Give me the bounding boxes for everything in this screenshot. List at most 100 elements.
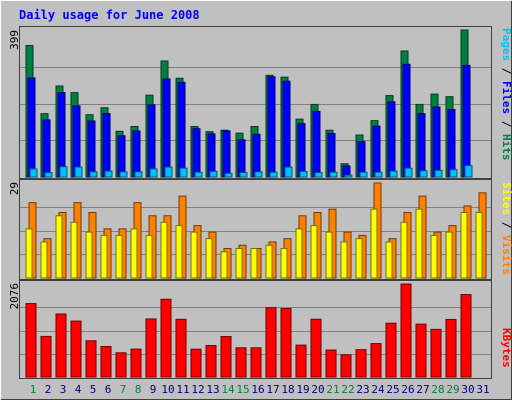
bar-pages-day-30 [464, 165, 473, 178]
max-label-visits: 29 [8, 182, 21, 195]
bar-sites-day-24 [370, 208, 378, 279]
bar-files-day-14 [222, 130, 231, 178]
bar-files-day-26 [402, 63, 411, 178]
bar-kbytes-day-20 [310, 318, 322, 378]
day-label-19: 19 [296, 383, 309, 396]
bar-kbytes-day-22 [340, 354, 352, 378]
bar-kbytes-day-21 [325, 349, 337, 378]
bar-kbytes-day-13 [205, 345, 217, 378]
bar-pages-day-24 [374, 171, 383, 178]
bar-pages-day-16 [254, 171, 263, 178]
bar-files-day-6 [102, 113, 111, 178]
bar-files-day-25 [387, 101, 396, 178]
bar-files-day-16 [252, 133, 261, 178]
bar-pages-day-10 [164, 166, 173, 178]
legend-pages-files-hits: Pages / Files / Hits [500, 28, 512, 161]
bar-sites-day-26 [400, 221, 408, 279]
legend-part-sites: Sites [500, 182, 512, 215]
hits-files-pages-bars [25, 29, 473, 178]
bar-pages-day-7 [119, 171, 128, 178]
bar-kbytes-day-18 [280, 308, 292, 378]
bar-pages-day-28 [434, 169, 443, 178]
bar-pages-day-6 [104, 170, 113, 178]
bar-pages-day-5 [89, 171, 98, 178]
bar-files-day-3 [57, 92, 66, 178]
bar-sites-day-21 [325, 231, 333, 279]
bar-kbytes-day-6 [100, 345, 112, 378]
bar-pages-day-11 [179, 167, 188, 178]
day-label-30: 30 [461, 383, 474, 396]
bar-sites-day-16 [250, 248, 258, 279]
day-label-14: 14 [221, 383, 235, 396]
bar-pages-day-8 [134, 171, 143, 178]
legend-part-sep: / [500, 114, 512, 134]
bar-kbytes-day-27 [415, 323, 427, 378]
day-label-9: 9 [150, 383, 157, 396]
bar-kbytes-day-17 [265, 307, 277, 378]
day-label-15: 15 [236, 383, 249, 396]
bar-sites-day-6 [100, 234, 108, 279]
bar-kbytes-day-9 [145, 318, 157, 378]
bar-sites-day-1 [25, 228, 33, 279]
bar-kbytes-day-28 [430, 328, 442, 378]
bar-kbytes-day-14 [220, 336, 232, 378]
bar-files-day-24 [372, 125, 381, 178]
bar-sites-day-31 [475, 211, 483, 279]
bar-files-day-29 [447, 109, 456, 178]
bar-pages-day-13 [209, 170, 218, 178]
bar-files-day-27 [417, 113, 426, 178]
bar-kbytes-day-15 [235, 347, 247, 378]
bar-pages-day-1 [29, 168, 38, 178]
day-label-8: 8 [135, 383, 142, 396]
visits-sites-bars [25, 182, 487, 279]
day-label-21: 21 [326, 383, 339, 396]
bar-pages-day-23 [359, 171, 368, 178]
bar-pages-day-22 [344, 174, 353, 178]
legend-part-sep: / [500, 215, 512, 235]
bar-files-day-7 [117, 135, 126, 178]
bar-sites-day-17 [265, 244, 273, 279]
bar-kbytes-day-4 [70, 320, 82, 378]
bar-files-day-11 [177, 81, 186, 178]
bar-pages-day-2 [44, 172, 53, 178]
bar-sites-day-5 [85, 231, 93, 279]
bar-files-day-1 [27, 77, 36, 178]
day-label-6: 6 [105, 383, 112, 396]
bar-pages-day-21 [329, 171, 338, 178]
bar-sites-day-14 [220, 251, 228, 279]
bar-pages-day-14 [224, 172, 233, 178]
bar-pages-day-9 [149, 168, 158, 178]
bar-kbytes-day-24 [370, 343, 382, 378]
day-label-17: 17 [266, 383, 279, 396]
legend-part-sep: / [500, 61, 512, 81]
legend-sites-visits: Sites / Visits [500, 182, 512, 275]
day-label-11: 11 [176, 383, 189, 396]
bar-sites-day-19 [295, 228, 303, 279]
chart-title: Daily usage for June 2008 [19, 8, 200, 22]
bar-kbytes-day-11 [175, 318, 187, 378]
bar-sites-day-2 [40, 241, 48, 279]
bar-kbytes-day-12 [190, 348, 202, 378]
bar-files-day-4 [72, 105, 81, 178]
bar-kbytes-day-10 [160, 298, 172, 378]
bar-pages-day-26 [404, 167, 413, 178]
legend-kbytes: KBytes [500, 328, 512, 368]
bar-pages-day-29 [449, 169, 458, 178]
bar-sites-day-25 [385, 241, 393, 279]
bar-pages-day-18 [284, 166, 293, 178]
bar-sites-day-12 [190, 231, 198, 279]
day-label-18: 18 [281, 383, 294, 396]
day-label-3: 3 [60, 383, 67, 396]
bar-sites-day-23 [355, 238, 363, 279]
day-label-22: 22 [341, 383, 354, 396]
bar-sites-day-10 [160, 221, 168, 279]
bar-kbytes-day-30 [460, 294, 472, 378]
panel-frames [19, 26, 492, 379]
max-label-hits: 399 [8, 30, 21, 50]
bar-pages-day-19 [299, 170, 308, 178]
bar-files-day-8 [132, 130, 141, 178]
kbytes-bars [25, 283, 472, 378]
bar-files-day-30 [462, 64, 471, 178]
bar-sites-day-30 [460, 211, 468, 279]
